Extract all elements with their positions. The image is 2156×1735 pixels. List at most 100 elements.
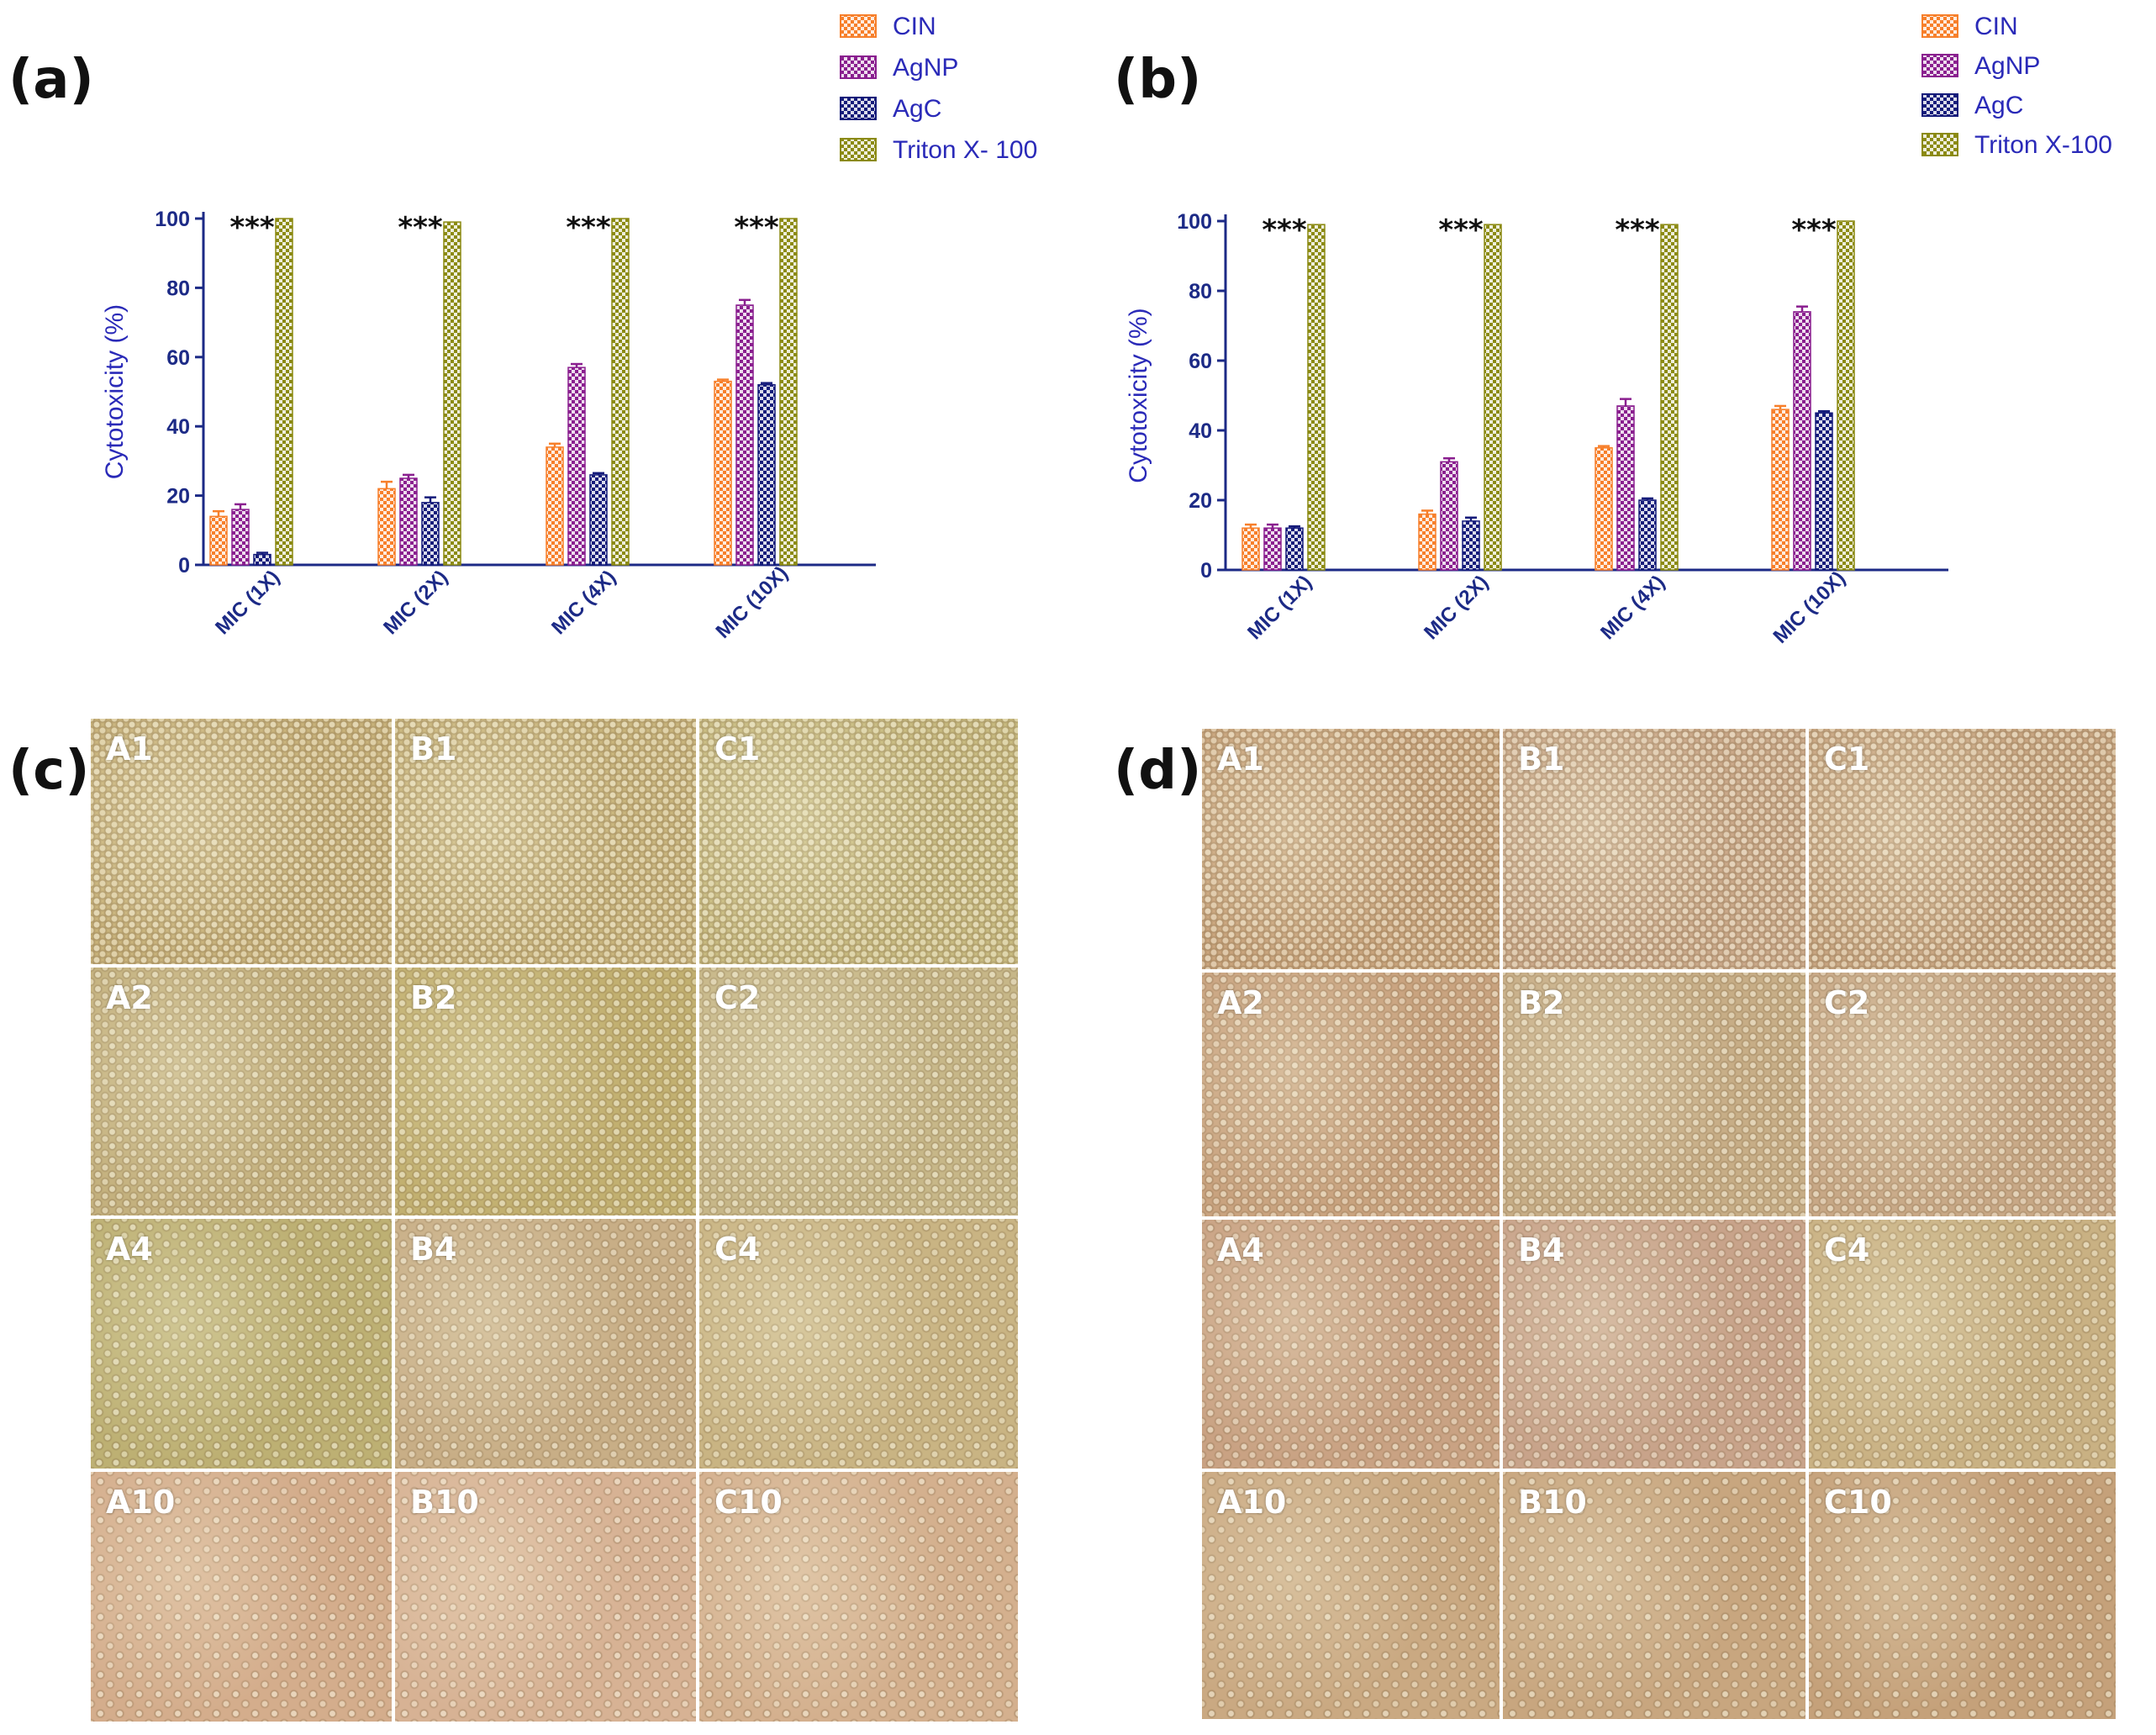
micrograph-d-b2: B2 xyxy=(1503,973,1805,1216)
y-axis-label-b: Cytotoxicity (%) xyxy=(1125,308,1152,483)
bar-b-agc xyxy=(1285,527,1304,571)
legend-label-b: AgC xyxy=(1974,92,2023,119)
bar-charts-svg: 0 20 40 60 80 100 Cytotoxicity (%) *** MIC (1X) *… xyxy=(101,13,2112,648)
category-label-a: MIC (4X) xyxy=(547,566,620,639)
panel-label-d: (d) xyxy=(1114,740,1202,802)
bar-a-cin xyxy=(377,488,396,566)
micrograph-label: B1 xyxy=(410,730,457,767)
micrograph-d-b10: B10 xyxy=(1503,1472,1805,1719)
significance-stars-a: *** xyxy=(398,211,443,245)
y-tick-label-a: 20 xyxy=(166,485,190,509)
bar-a-agc xyxy=(253,553,271,566)
micrograph-label: C4 xyxy=(714,1231,761,1268)
micrograph-d-a4: A4 xyxy=(1202,1220,1500,1469)
micrograph-c-b4: B4 xyxy=(395,1219,696,1469)
micrograph-label: A2 xyxy=(1217,984,1264,1021)
category-label-b: MIC (1X) xyxy=(1243,571,1316,644)
legend-swatch-a xyxy=(840,55,877,79)
y-tick-label-b: 60 xyxy=(1189,350,1212,373)
significance-stars-b: *** xyxy=(1262,214,1307,247)
micrograph-d-c4: C4 xyxy=(1809,1220,2116,1469)
bar-b-agc xyxy=(1462,520,1480,571)
legend-label-b: CIN xyxy=(1974,13,2018,40)
bar-a-tritonx100 xyxy=(275,218,293,566)
legend-label-a: AgNP xyxy=(893,54,958,82)
bar-b-cin xyxy=(1241,527,1260,571)
micrograph-c-b10: B10 xyxy=(395,1472,696,1722)
micrograph-d-a1: A1 xyxy=(1202,729,1500,969)
bar-b-tritonx100 xyxy=(1837,220,1855,571)
category-label-a: MIC (10X) xyxy=(711,562,792,642)
bar-a-agc xyxy=(421,502,440,566)
micrograph-label: B2 xyxy=(1518,984,1565,1021)
micrograph-label: C4 xyxy=(1824,1231,1870,1268)
micrograph-c-c2: C2 xyxy=(699,968,1018,1216)
bar-b-agnp xyxy=(1616,405,1635,571)
bar-a-agc xyxy=(757,384,776,566)
bar-a-agnp xyxy=(735,304,754,566)
category-label-a: MIC (1X) xyxy=(211,566,284,639)
category-label-b: MIC (2X) xyxy=(1420,571,1493,644)
panel-label-a: (a) xyxy=(8,49,94,111)
micrograph-label: A1 xyxy=(106,730,153,767)
micrograph-d-b4: B4 xyxy=(1503,1220,1805,1469)
y-tick-label-b: 100 xyxy=(1177,210,1212,234)
bar-b-tritonx100 xyxy=(1307,224,1326,571)
y-tick-label-a: 40 xyxy=(166,415,190,439)
bar-b-agnp xyxy=(1793,311,1811,571)
category-label-b: MIC (4X) xyxy=(1596,571,1669,644)
legend-label-a: CIN xyxy=(893,13,936,40)
micrograph-c-b2: B2 xyxy=(395,968,696,1216)
micrograph-label: C2 xyxy=(1824,984,1870,1021)
legend-swatch-a xyxy=(840,14,877,38)
bar-b-agc xyxy=(1815,412,1833,571)
micrograph-grid-c: A1 B1 C1 A2 B2 C2 A4 B4 C4 A10 B10 C10 xyxy=(91,719,1018,1722)
micrograph-label: B2 xyxy=(410,979,457,1016)
micrograph-d-b1: B1 xyxy=(1503,729,1805,969)
micrograph-c-a1: A1 xyxy=(91,719,392,964)
micrograph-label: B4 xyxy=(410,1231,457,1268)
bar-a-cin xyxy=(209,515,228,566)
micrograph-label: C10 xyxy=(1824,1484,1892,1521)
micrograph-label: C2 xyxy=(714,979,761,1016)
panel-label-c: (c) xyxy=(8,740,90,802)
legend-swatch-b xyxy=(1921,14,1958,38)
legend-label-b: Triton X-100 xyxy=(1974,131,2112,159)
bar-b-tritonx100 xyxy=(1660,224,1679,571)
micrograph-label: B1 xyxy=(1518,741,1565,778)
micrograph-label: C10 xyxy=(714,1484,783,1521)
micrograph-label: C1 xyxy=(1824,741,1870,778)
micrograph-c-c1: C1 xyxy=(699,719,1018,964)
legend-label-b: AgNP xyxy=(1974,52,2040,80)
significance-stars-a: *** xyxy=(734,211,779,245)
micrograph-label: C1 xyxy=(714,730,761,767)
significance-stars-a: *** xyxy=(229,211,275,245)
y-tick-label-a: 60 xyxy=(166,346,190,370)
micrograph-d-c1: C1 xyxy=(1809,729,2116,969)
micrograph-label: B10 xyxy=(1518,1484,1587,1521)
legend-swatch-b xyxy=(1921,93,1958,117)
bar-a-cin xyxy=(546,446,564,566)
significance-stars-a: *** xyxy=(566,211,611,245)
micrograph-label: A4 xyxy=(106,1231,153,1268)
y-tick-label-b: 20 xyxy=(1189,489,1212,513)
bar-b-agnp xyxy=(1263,527,1282,571)
micrograph-c-b1: B1 xyxy=(395,719,696,964)
bar-b-cin xyxy=(1595,447,1613,571)
bar-a-tritonx100 xyxy=(611,218,630,566)
legend-swatch-b xyxy=(1921,133,1958,156)
bar-a-cin xyxy=(714,380,732,566)
y-tick-label-a: 0 xyxy=(178,554,190,577)
bar-b-tritonx100 xyxy=(1484,224,1502,571)
y-axis-label-a: Cytotoxicity (%) xyxy=(101,304,129,479)
bar-a-agnp xyxy=(399,477,418,566)
y-tick-label-a: 80 xyxy=(166,277,190,300)
bar-a-tritonx100 xyxy=(779,218,798,566)
significance-stars-b: *** xyxy=(1438,214,1484,247)
category-label-b: MIC (10X) xyxy=(1769,567,1849,647)
legend-label-a: AgC xyxy=(893,95,941,123)
micrograph-c-a2: A2 xyxy=(91,968,392,1216)
bar-b-agc xyxy=(1638,499,1657,571)
micrograph-d-c10: C10 xyxy=(1809,1472,2116,1719)
micrograph-c-a4: A4 xyxy=(91,1219,392,1469)
